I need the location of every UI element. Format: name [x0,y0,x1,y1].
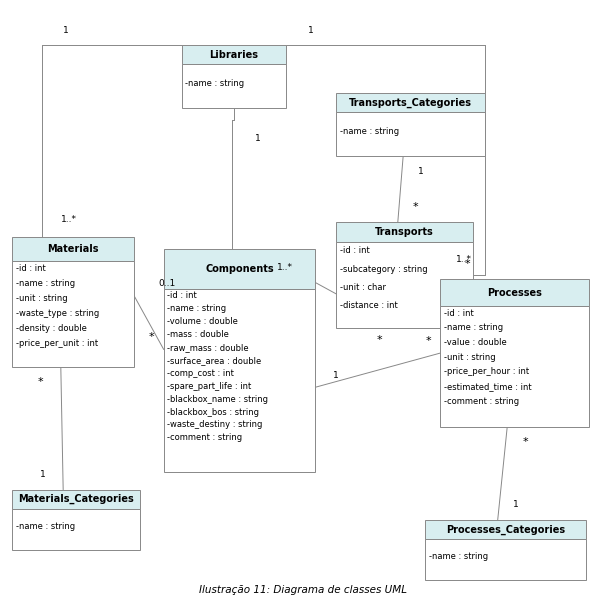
Text: -unit : string: -unit : string [444,352,495,362]
Text: -name : string: -name : string [340,127,399,135]
Text: *: * [37,376,42,387]
Text: -blackbox_bos : string: -blackbox_bos : string [168,408,259,417]
Text: -mass : double: -mass : double [168,330,229,339]
FancyBboxPatch shape [12,490,140,509]
FancyBboxPatch shape [426,539,586,580]
Text: -id : int: -id : int [340,246,370,255]
FancyBboxPatch shape [12,261,134,367]
Text: -unit : string: -unit : string [16,294,67,303]
Text: *: * [426,336,431,346]
Text: -subcategory : string: -subcategory : string [340,264,427,273]
Text: -comment : string: -comment : string [444,397,519,406]
Text: -waste_destiny : string: -waste_destiny : string [168,421,263,430]
Text: Materials_Categories: Materials_Categories [18,494,134,504]
FancyBboxPatch shape [336,223,473,242]
Text: *: * [377,335,383,345]
FancyBboxPatch shape [12,509,140,550]
Text: Processes: Processes [487,287,542,298]
Text: -comp_cost : int: -comp_cost : int [168,369,234,378]
FancyBboxPatch shape [426,520,586,539]
Text: -estimated_time : int: -estimated_time : int [444,382,532,391]
Text: Materials: Materials [47,244,99,254]
Text: 1..*: 1..* [61,215,76,224]
Text: -price_per_unit : int: -price_per_unit : int [16,339,98,348]
Text: -name : string: -name : string [16,279,75,287]
Text: 1: 1 [63,26,69,35]
Text: -comment : string: -comment : string [168,433,242,443]
FancyBboxPatch shape [181,64,286,109]
Text: -unit : char: -unit : char [340,283,386,292]
Text: -id : int: -id : int [444,309,473,318]
Text: -spare_part_life : int: -spare_part_life : int [168,382,251,390]
Text: *: * [522,436,528,447]
Text: -name : string: -name : string [185,78,244,88]
Text: 1..*: 1..* [456,256,472,264]
Text: -volume : double: -volume : double [168,317,238,326]
FancyBboxPatch shape [164,249,316,289]
FancyBboxPatch shape [164,289,316,472]
Text: 1: 1 [333,371,339,379]
Text: 1: 1 [513,500,518,509]
Text: 1: 1 [254,134,260,143]
Text: *: * [413,202,418,212]
FancyBboxPatch shape [336,93,485,112]
Text: -name : string: -name : string [16,522,75,531]
FancyBboxPatch shape [336,112,485,156]
Text: -name : string: -name : string [168,304,226,313]
Text: Transports_Categories: Transports_Categories [349,97,472,108]
FancyBboxPatch shape [12,237,134,261]
Text: 1: 1 [308,26,314,35]
Text: -name : string: -name : string [444,324,503,332]
Text: Components: Components [205,264,274,275]
Text: -value : double: -value : double [444,338,507,347]
Text: -id : int: -id : int [16,264,46,273]
Text: -price_per_hour : int: -price_per_hour : int [444,367,529,376]
FancyBboxPatch shape [181,45,286,64]
Text: -name : string: -name : string [429,552,488,561]
FancyBboxPatch shape [440,280,589,306]
Text: -surface_area : double: -surface_area : double [168,356,262,365]
Text: Processes_Categories: Processes_Categories [446,524,565,535]
Text: 1: 1 [418,167,424,176]
Text: Libraries: Libraries [209,50,258,60]
Text: -density : double: -density : double [16,324,86,333]
Text: -distance : int: -distance : int [340,301,398,310]
Text: 1: 1 [39,470,46,479]
FancyBboxPatch shape [440,306,589,427]
Text: -id : int: -id : int [168,291,197,300]
Text: -blackbox_name : string: -blackbox_name : string [168,395,268,404]
Text: -raw_mass : double: -raw_mass : double [168,343,249,352]
Text: 1..*: 1..* [276,263,293,272]
Text: *: * [464,259,470,270]
Text: Ilustração 11: Diagrama de classes UML: Ilustração 11: Diagrama de classes UML [200,585,407,595]
Text: 0..1: 0..1 [158,279,175,288]
Text: -waste_type : string: -waste_type : string [16,309,99,318]
Text: Transports: Transports [375,227,434,237]
Text: *: * [149,332,155,343]
FancyBboxPatch shape [336,242,473,327]
